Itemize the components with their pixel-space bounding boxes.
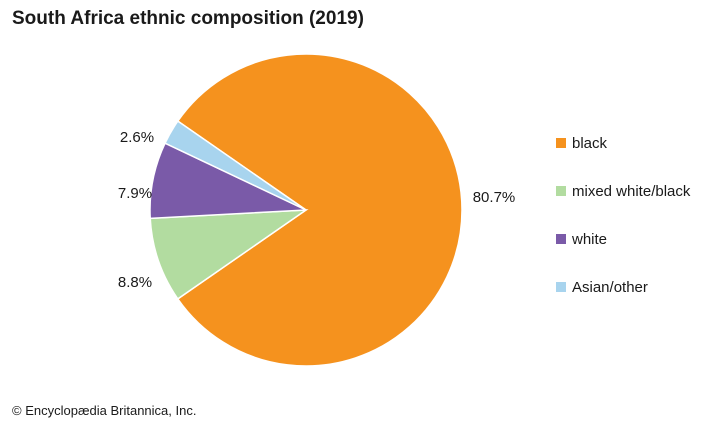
legend-swatch [556,138,566,148]
legend-swatch [556,186,566,196]
legend: black mixed white/black white Asian/other [556,131,690,323]
legend-label: white [572,230,608,248]
legend-item: white [556,227,690,251]
pie-slice-black [176,53,463,367]
slice-label-asian-other: 2.6% [120,129,154,146]
legend-item: Asian/other [556,275,690,299]
copyright-credit: © Encyclopædia Britannica, Inc. [12,403,197,418]
pie-slice-mixed-white-black [149,209,309,300]
legend-swatch [556,234,566,244]
slice-label-mixed-white-black: 8.8% [118,274,152,291]
slice-label-white: 7.9% [118,185,152,202]
chart-title: South Africa ethnic composition (2019) [12,8,364,29]
legend-label: mixed white/black [572,182,691,200]
legend-label: Asian/other [572,278,648,296]
legend-label: black [572,134,608,152]
slice-label-black: 80.7% [473,189,516,206]
legend-item: mixed white/black [556,179,690,203]
pie-slice-asian-other [164,120,307,211]
legend-swatch [556,282,566,292]
legend-item: black [556,131,690,155]
